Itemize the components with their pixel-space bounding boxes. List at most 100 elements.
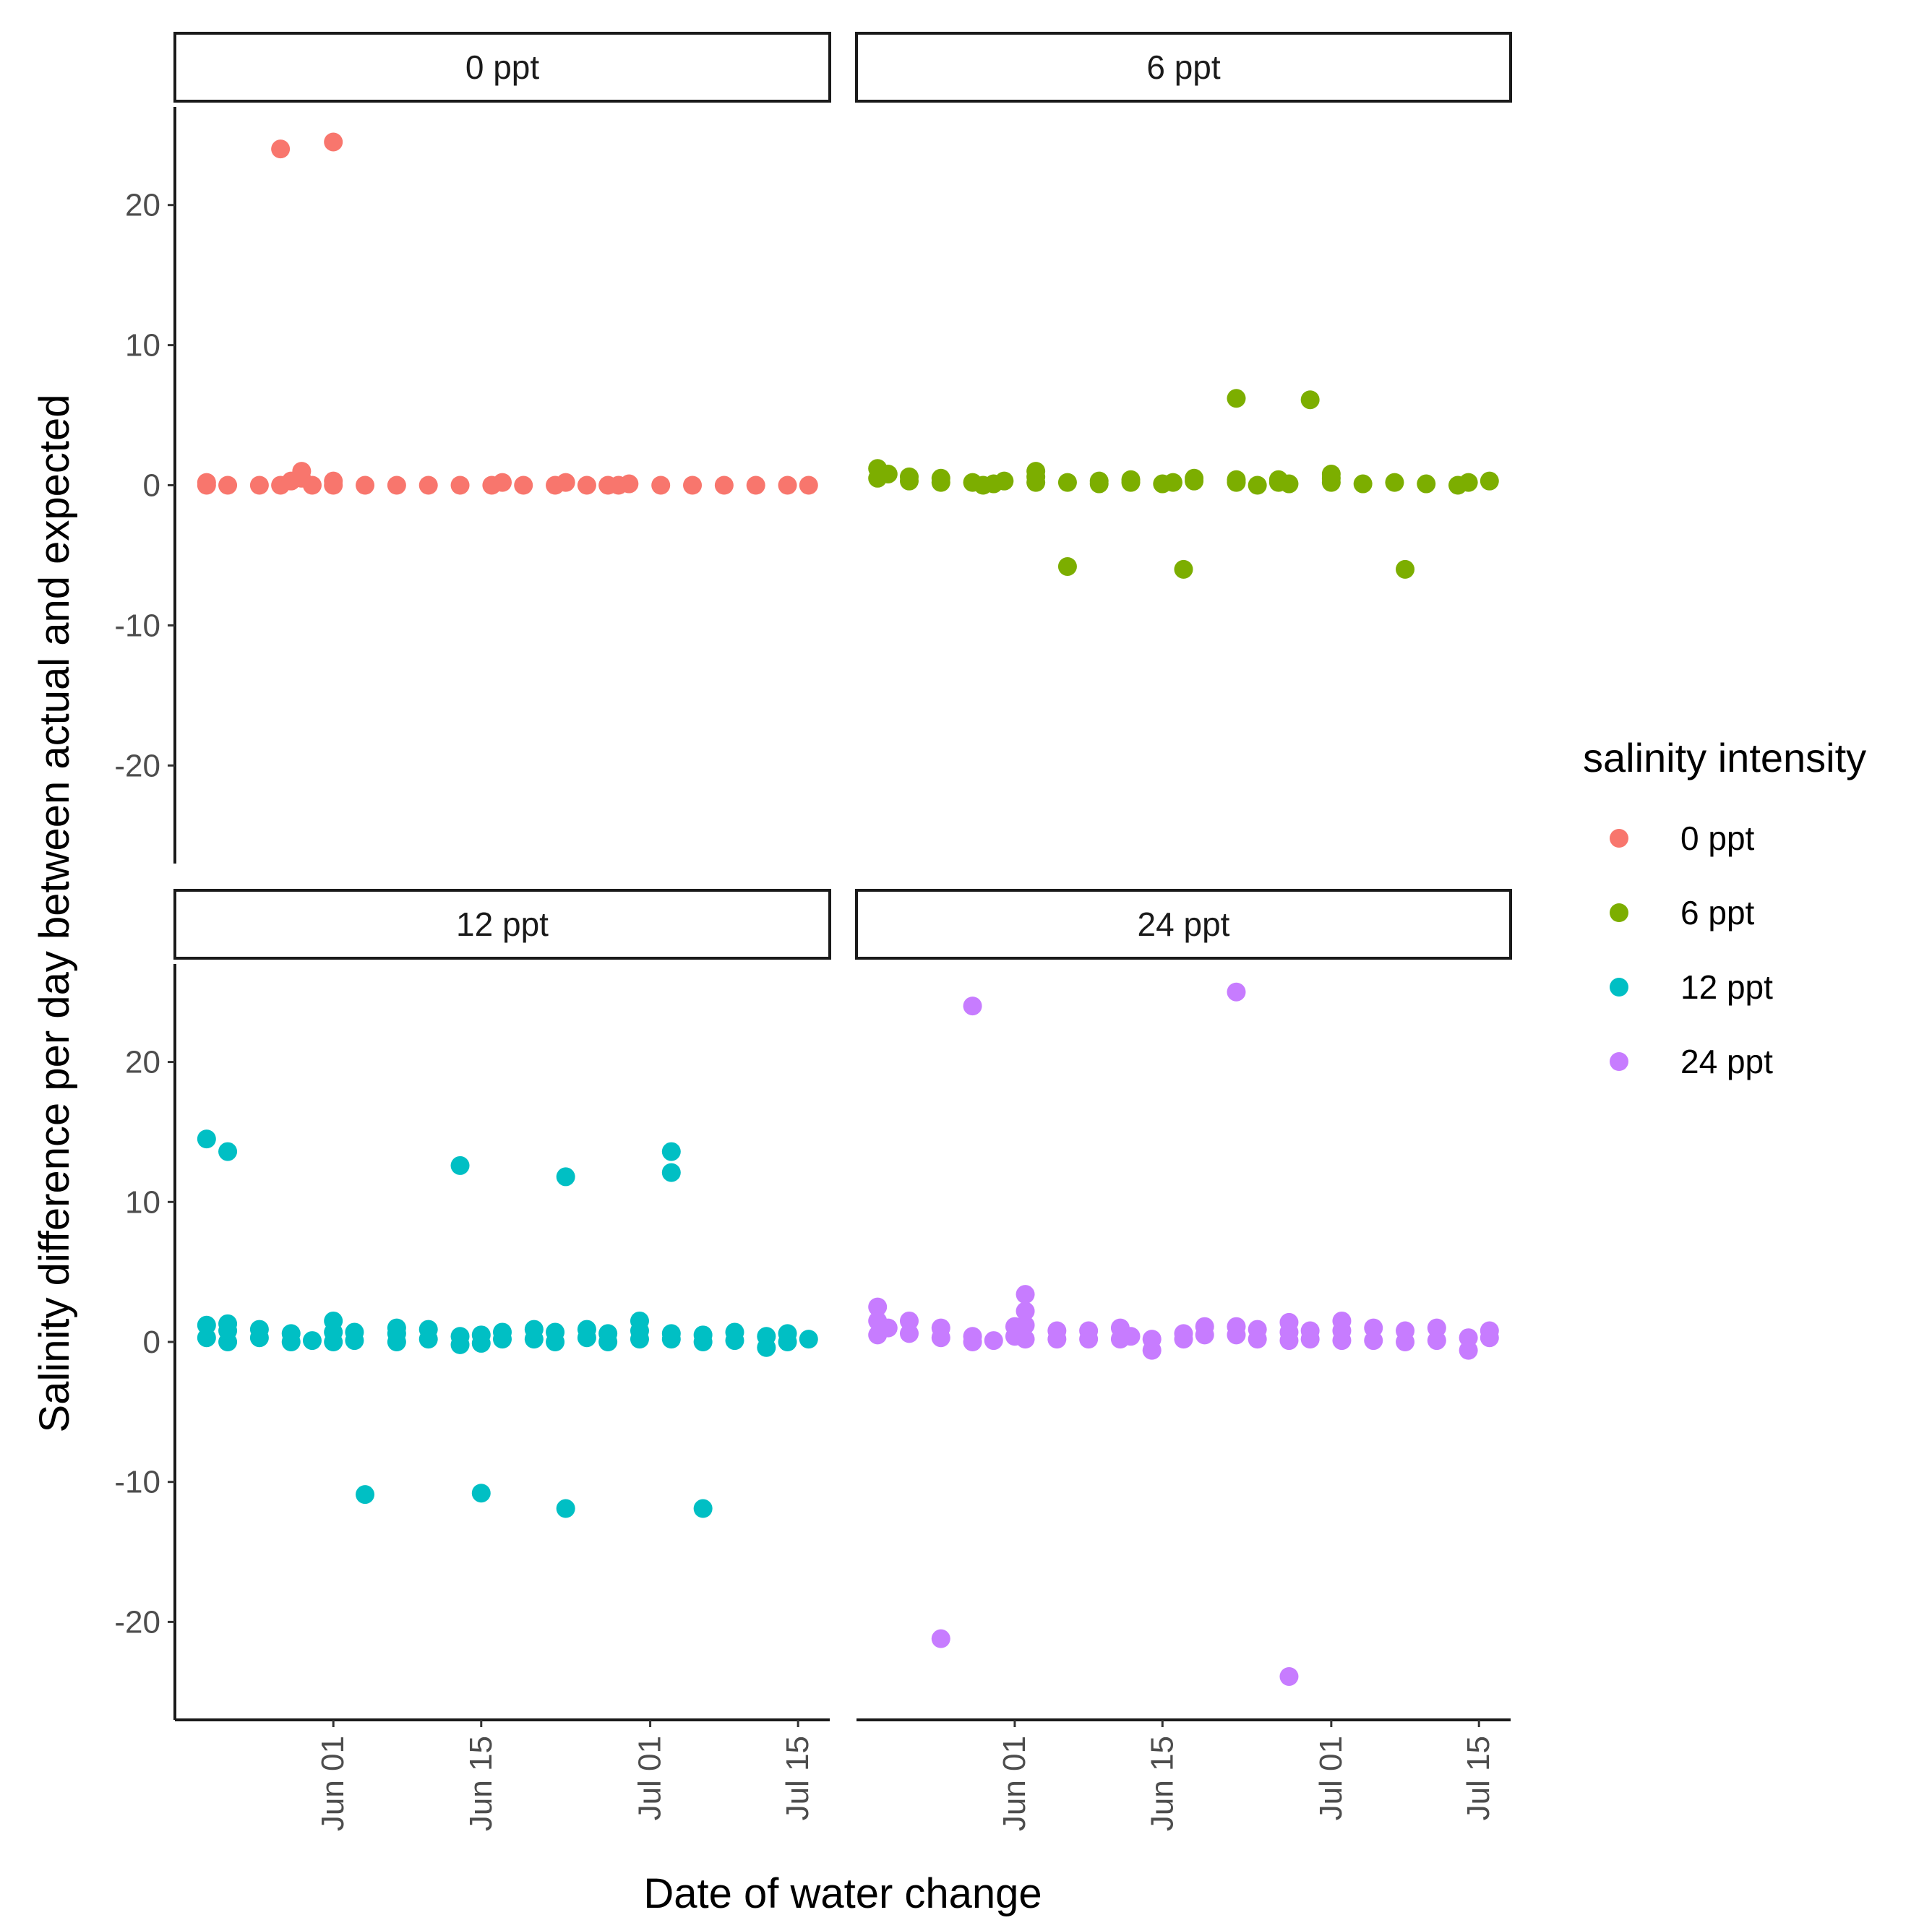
data-point <box>387 475 406 495</box>
data-point <box>651 475 671 495</box>
facet-panel: 12 ppt -20 -10 0 10 20 Jun 01 Jun 15 Jul 01 Jul 1… <box>114 889 831 1831</box>
data-point <box>1163 473 1182 492</box>
data-point <box>778 1324 797 1343</box>
facet-panel: 6 ppt <box>855 32 1512 579</box>
data-point <box>1385 473 1404 492</box>
facet-strip-label: 12 ppt <box>456 905 549 943</box>
y-tick-label: -10 <box>114 1465 160 1500</box>
data-point <box>1121 1327 1141 1346</box>
facet-panel: 0 ppt -20 -10 0 10 20 <box>114 32 831 864</box>
data-point <box>1321 464 1341 483</box>
data-point <box>356 475 375 495</box>
data-point <box>302 475 322 495</box>
data-point <box>324 471 343 491</box>
data-point <box>1016 1301 1035 1321</box>
data-point <box>1016 1330 1035 1349</box>
data-point <box>630 1311 649 1330</box>
data-point <box>1396 559 1415 579</box>
data-point <box>1353 474 1373 494</box>
data-point <box>931 1629 950 1648</box>
data-point <box>1227 389 1246 408</box>
data-point <box>387 1318 406 1338</box>
data-point <box>1279 474 1299 494</box>
data-point <box>1248 475 1267 495</box>
legend-item: 6 ppt <box>1610 894 1755 931</box>
data-point <box>799 1330 818 1349</box>
data-point <box>899 1311 919 1330</box>
y-tick-label: 20 <box>125 1045 160 1080</box>
facet-panels: 0 ppt -20 -10 0 10 20 6 ppt 12 ppt -20 -10 0 10 20 Ju… <box>114 32 1512 1831</box>
facet-strip <box>855 32 1512 103</box>
facet-strip-label: 0 ppt <box>465 48 540 86</box>
x-tick-label: Jun 01 <box>315 1736 351 1831</box>
data-point <box>1195 1317 1214 1336</box>
data-series <box>197 132 818 495</box>
data-point <box>197 473 216 492</box>
data-point <box>1427 1318 1446 1338</box>
data-point <box>218 1142 238 1161</box>
data-series <box>868 982 1499 1686</box>
x-tick-label: Jun 15 <box>1144 1736 1180 1831</box>
data-point <box>1047 1321 1067 1340</box>
y-tick-label: 10 <box>125 328 160 363</box>
x-tick-label: Jul 15 <box>780 1736 815 1820</box>
data-point <box>1079 1321 1099 1340</box>
legend-key <box>1610 1052 1628 1071</box>
data-point <box>995 471 1014 491</box>
axis-titles: Date of water change Salinity difference… <box>31 394 1042 1917</box>
legend-item: 0 ppt <box>1610 819 1755 857</box>
data-point <box>1300 1321 1320 1340</box>
data-point <box>1480 1321 1499 1340</box>
data-point <box>868 1297 888 1317</box>
data-point <box>471 1325 491 1345</box>
data-point <box>345 1322 364 1342</box>
y-tick-label: -20 <box>114 1604 160 1640</box>
legend-label: 0 ppt <box>1680 819 1755 857</box>
data-point <box>1396 1321 1415 1340</box>
data-point <box>984 1331 1003 1351</box>
facet-strip-label: 6 ppt <box>1146 48 1221 86</box>
data-point <box>963 1327 982 1346</box>
x-tick-label: Jul 01 <box>632 1736 668 1820</box>
x-tick-label: Jul 15 <box>1461 1736 1496 1820</box>
data-point <box>1364 1318 1383 1338</box>
data-point <box>450 1327 470 1346</box>
data-point <box>1016 1285 1035 1304</box>
data-point <box>556 473 575 492</box>
data-point <box>1026 462 1046 481</box>
facet-strip-label: 24 ppt <box>1138 905 1230 943</box>
data-point <box>1121 470 1141 489</box>
data-point <box>693 1499 713 1518</box>
data-series <box>868 389 1499 579</box>
data-point <box>249 475 269 495</box>
data-point <box>899 467 919 486</box>
data-point <box>1016 1315 1035 1335</box>
y-tick-label: 0 <box>143 468 160 504</box>
data-point <box>493 1322 512 1342</box>
data-point <box>1300 390 1320 410</box>
legend-label: 12 ppt <box>1680 968 1773 1006</box>
data-point <box>693 1325 713 1345</box>
data-point <box>683 475 703 495</box>
data-point <box>577 475 596 495</box>
x-tick-label: Jul 01 <box>1313 1736 1349 1820</box>
facet-strip <box>855 889 1512 960</box>
legend-item: 24 ppt <box>1610 1043 1773 1080</box>
data-point <box>450 475 470 495</box>
legend-key <box>1610 829 1628 848</box>
data-point <box>356 1485 375 1505</box>
data-point <box>324 1311 343 1330</box>
data-point <box>418 1320 438 1339</box>
data-point <box>324 132 343 152</box>
data-point <box>963 997 982 1016</box>
data-point <box>878 464 898 483</box>
data-point <box>1185 468 1204 488</box>
legend: salinity intensity 0 ppt 6 ppt 12 ppt 24 ppt <box>1583 735 1866 1080</box>
x-tick-label: Jun 01 <box>997 1736 1032 1831</box>
legend-key <box>1610 978 1628 997</box>
data-point <box>1142 1330 1162 1349</box>
data-point <box>493 473 512 492</box>
data-point <box>661 1324 681 1343</box>
